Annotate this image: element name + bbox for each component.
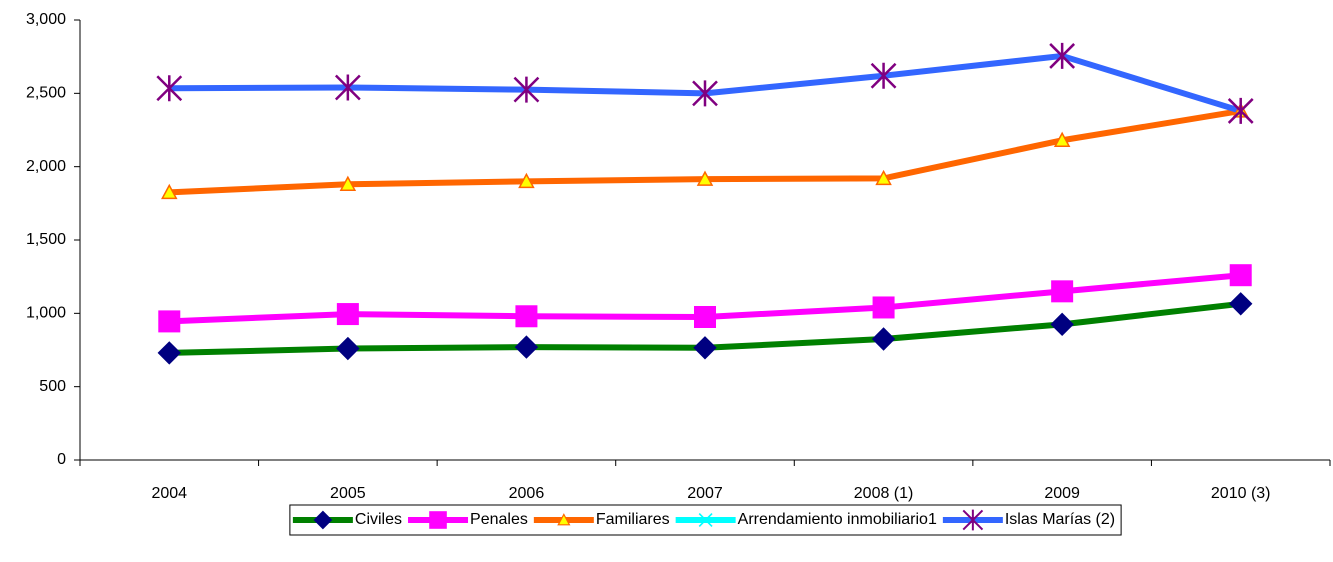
- legend: Civiles Penales Familiares Arrendamiento in…: [289, 504, 1122, 536]
- x-tick-label: 2006: [509, 485, 545, 502]
- marker: [870, 62, 897, 89]
- marker: [692, 80, 718, 107]
- marker: [872, 296, 895, 319]
- marker: [336, 336, 360, 361]
- marker: [157, 341, 181, 365]
- legend-label: Islas Marías (2): [1005, 511, 1115, 528]
- y-tick-label: 1,500: [26, 231, 66, 248]
- marker: [514, 335, 539, 359]
- marker: [518, 172, 535, 189]
- marker: [515, 305, 538, 328]
- marker: [557, 513, 571, 526]
- marker: [1053, 131, 1071, 148]
- marker: [693, 336, 717, 360]
- x-tick-label: 2008 (1): [854, 485, 914, 502]
- marker: [429, 511, 447, 529]
- x-tick-label: 2005: [330, 485, 366, 502]
- marker: [1050, 312, 1074, 337]
- x-tick-label: 2004: [151, 485, 187, 502]
- y-tick-label: 2,500: [26, 85, 66, 102]
- marker: [158, 310, 181, 333]
- marker: [698, 513, 713, 527]
- marker: [161, 183, 178, 200]
- y-tick-label: 1,000: [26, 305, 66, 322]
- marker: [156, 75, 183, 102]
- legend-label: Familiares: [596, 511, 670, 528]
- marker: [513, 76, 540, 103]
- y-tick-label: 3,000: [26, 11, 66, 28]
- y-tick-label: 0: [57, 451, 66, 468]
- legend-box: [289, 504, 1122, 536]
- legend-label: Arrendamiento inmobiliario1: [738, 511, 937, 528]
- marker: [871, 327, 896, 351]
- x-tick-label: 2010 (3): [1211, 485, 1271, 502]
- marker: [313, 510, 333, 530]
- y-tick-label: 500: [39, 378, 66, 395]
- marker: [1229, 264, 1252, 287]
- marker: [696, 170, 714, 186]
- x-tick-label: 2009: [1044, 485, 1080, 502]
- marker: [875, 169, 892, 186]
- legend-label: Penales: [470, 511, 528, 528]
- marker: [339, 175, 357, 192]
- marker: [336, 303, 359, 326]
- marker: [694, 306, 716, 328]
- marker: [334, 74, 361, 101]
- marker: [1051, 280, 1074, 303]
- marker: [1229, 292, 1253, 316]
- legend-label: Civiles: [355, 511, 402, 528]
- x-tick-label: 2007: [687, 485, 723, 502]
- y-tick-label: 2,000: [26, 158, 66, 175]
- marker: [1227, 97, 1254, 124]
- marker: [962, 509, 984, 531]
- marker: [1049, 42, 1076, 69]
